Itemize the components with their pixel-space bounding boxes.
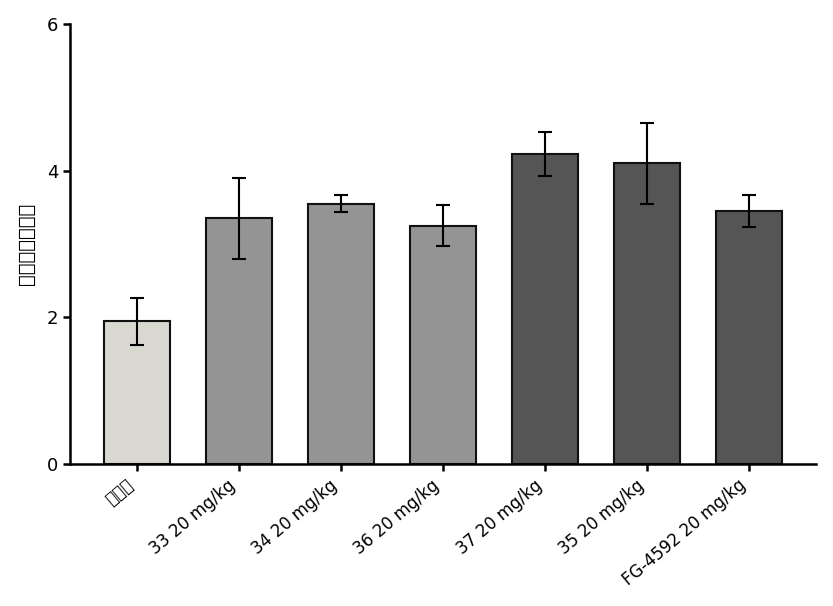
Bar bbox=[716, 211, 782, 464]
Bar bbox=[308, 204, 374, 464]
Y-axis label: 网织红细胞比率: 网织红细胞比率 bbox=[17, 203, 36, 285]
Bar bbox=[512, 155, 578, 464]
Bar bbox=[104, 321, 170, 464]
Bar bbox=[206, 218, 272, 464]
Bar bbox=[614, 163, 681, 464]
Bar bbox=[410, 225, 476, 464]
